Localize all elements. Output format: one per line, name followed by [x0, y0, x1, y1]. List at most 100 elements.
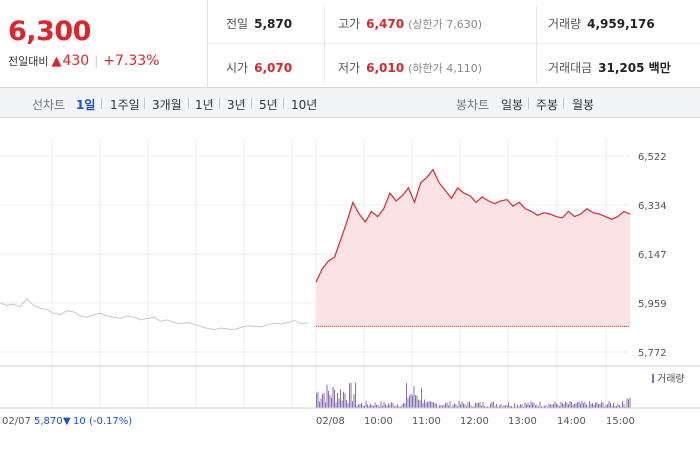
volume-bar — [539, 401, 541, 408]
price-change: 전일대비 ▲ 430 | +7.33% — [8, 53, 159, 69]
prev-day-price-line — [0, 298, 309, 331]
volume-bar — [358, 404, 359, 408]
volume-bar — [340, 389, 341, 408]
volume-bar — [584, 402, 586, 408]
stat-label: 거래량 — [548, 17, 582, 31]
volume-bar — [496, 404, 497, 408]
volume-bars — [316, 382, 631, 408]
volume-bar — [350, 382, 352, 408]
volume-bar — [392, 403, 394, 408]
stat-label: 시가 — [226, 61, 249, 75]
volume-bar — [596, 402, 598, 408]
volume-bar — [515, 406, 517, 408]
volume-bar — [398, 406, 400, 408]
volume-bar — [562, 403, 563, 408]
volume-legend-swatch — [652, 374, 654, 383]
volume-bar — [602, 402, 604, 408]
volume-bar — [517, 404, 518, 408]
volume-bar — [620, 406, 622, 408]
volume-bar — [478, 403, 479, 408]
change-percent: +7.33% — [103, 53, 160, 69]
volume-bar — [542, 406, 544, 408]
volume-bar — [589, 401, 590, 408]
volume-bar — [469, 401, 470, 408]
tab-1-week[interactable]: 1주일 — [110, 98, 140, 112]
volume-bar — [442, 405, 443, 408]
volume-bar — [611, 406, 613, 408]
volume-bar — [529, 405, 530, 408]
volume-bar — [466, 406, 467, 408]
x-tick-label: 13:00 — [508, 416, 537, 427]
volume-bar — [566, 402, 568, 408]
volume-bar — [622, 401, 623, 408]
volume-bar — [362, 405, 364, 408]
volume-bar — [449, 401, 451, 408]
volume-bar — [425, 402, 427, 408]
current-price: 6,300 — [8, 16, 91, 47]
volume-bar — [476, 402, 478, 408]
tab-3-months[interactable]: 3개월 — [152, 98, 182, 112]
line-chart-label: 선차트 — [32, 98, 66, 112]
volume-bar — [344, 393, 346, 408]
stat-value: 6,010 — [366, 61, 405, 75]
stat-volume: 거래량 4,959,176 — [548, 15, 655, 32]
stat-prev-close: 전일 5,870 — [226, 15, 292, 32]
tab-daily-candle[interactable]: 일봉 — [501, 98, 524, 112]
volume-bar — [356, 405, 358, 408]
volume-bar — [619, 405, 620, 408]
stat-value: 31,205 백만 — [598, 61, 671, 75]
volume-bar — [391, 402, 392, 408]
tab-10-years[interactable]: 10년 — [291, 98, 318, 112]
down-triangle-icon: ▼ — [63, 416, 71, 427]
prev-day-close: 5,870 — [34, 416, 63, 427]
volume-bar — [364, 406, 365, 408]
volume-bar — [317, 391, 319, 408]
intraday-chart[interactable]: 6,522 6,334 6,147 5,959 5,772 거래량 02/08 … — [0, 118, 700, 450]
volume-bar — [410, 394, 412, 408]
volume-bar — [553, 403, 554, 408]
x-tick-label: 10:00 — [364, 416, 393, 427]
volume-bar — [551, 404, 553, 408]
volume-bar — [443, 404, 445, 408]
volume-bar — [403, 402, 404, 408]
volume-bar — [325, 402, 326, 408]
volume-bar — [335, 402, 337, 408]
volume-bar — [445, 402, 446, 408]
volume-bar — [353, 394, 355, 408]
volume-bar — [439, 405, 440, 408]
change-label: 전일대비 — [8, 55, 49, 68]
volume-bar — [527, 402, 529, 408]
tab-monthly-candle[interactable]: 월봉 — [572, 98, 595, 112]
tab-weekly-candle[interactable]: 주봉 — [536, 98, 559, 112]
volume-bar — [407, 398, 409, 408]
volume-bar — [485, 406, 487, 408]
volume-bar — [434, 403, 436, 408]
prev-day-change: 10 — [73, 416, 86, 427]
volume-bar — [595, 402, 596, 408]
stat-low: 저가 6,010 (하한가 4,110) — [338, 59, 482, 76]
volume-bar — [472, 406, 473, 408]
volume-bar — [464, 404, 466, 408]
volume-bar — [577, 402, 578, 408]
volume-bar — [532, 402, 533, 408]
tab-3-years[interactable]: 3년 — [227, 98, 246, 112]
volume-bar — [400, 406, 401, 408]
tab-1-day[interactable]: 1일 — [76, 98, 96, 112]
tab-5-years[interactable]: 5년 — [259, 98, 278, 112]
y-tick-label: 6,334 — [638, 201, 667, 212]
volume-bar — [326, 384, 328, 408]
volume-bar — [346, 400, 347, 408]
volume-bar — [497, 406, 499, 408]
volume-bar — [625, 406, 626, 408]
volume-bar — [355, 383, 356, 408]
x-tick-label: 15:00 — [606, 416, 635, 427]
volume-bar — [331, 397, 332, 408]
tab-divider — [188, 98, 189, 109]
volume-bar — [427, 401, 428, 408]
volume-bar — [607, 404, 608, 408]
volume-bar — [320, 398, 322, 408]
volume-bar — [574, 404, 575, 408]
volume-bar — [491, 402, 493, 408]
tab-1-year[interactable]: 1년 — [195, 98, 214, 112]
volume-bar — [563, 404, 565, 408]
